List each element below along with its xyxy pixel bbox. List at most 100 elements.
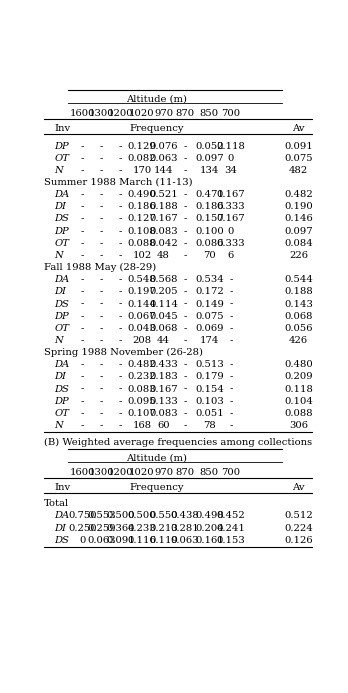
Text: 0.084: 0.084 — [284, 239, 313, 248]
Text: 1300: 1300 — [89, 109, 114, 119]
Text: 0.186: 0.186 — [195, 202, 224, 211]
Text: -: - — [183, 288, 187, 297]
Text: DI: DI — [54, 288, 66, 297]
Text: -: - — [119, 190, 122, 199]
Text: -: - — [119, 336, 122, 345]
Text: DS: DS — [54, 299, 69, 308]
Text: 482: 482 — [289, 166, 308, 175]
Text: DS: DS — [54, 214, 69, 223]
Text: -: - — [183, 336, 187, 345]
Text: 0.167: 0.167 — [216, 190, 245, 199]
Text: -: - — [100, 154, 103, 163]
Text: -: - — [100, 397, 103, 406]
Text: 70: 70 — [203, 251, 216, 260]
Text: -: - — [183, 372, 187, 381]
Text: OT: OT — [54, 324, 69, 333]
Text: 0.075: 0.075 — [195, 312, 224, 321]
Text: -: - — [229, 421, 232, 430]
Text: -: - — [183, 385, 187, 394]
Text: Av: Av — [292, 483, 304, 492]
Text: Frequency: Frequency — [129, 124, 184, 133]
Text: Inv: Inv — [54, 483, 70, 492]
Text: 700: 700 — [221, 468, 240, 477]
Text: -: - — [119, 324, 122, 333]
Text: Inv: Inv — [54, 124, 70, 133]
Text: 0.224: 0.224 — [284, 524, 313, 533]
Text: -: - — [81, 336, 84, 345]
Text: -: - — [81, 275, 84, 284]
Text: 0: 0 — [228, 154, 234, 163]
Text: 0.512: 0.512 — [284, 511, 313, 520]
Text: 1020: 1020 — [129, 109, 155, 119]
Text: 870: 870 — [175, 109, 195, 119]
Text: -: - — [183, 421, 187, 430]
Text: 0.521: 0.521 — [149, 190, 178, 199]
Text: -: - — [100, 299, 103, 308]
Text: 0.232: 0.232 — [128, 372, 156, 381]
Text: 0.083: 0.083 — [149, 227, 178, 236]
Text: 208: 208 — [132, 336, 151, 345]
Text: 0.063: 0.063 — [171, 536, 199, 545]
Text: 0.143: 0.143 — [284, 299, 313, 308]
Text: 0.082: 0.082 — [128, 154, 156, 163]
Text: -: - — [119, 166, 122, 175]
Text: -: - — [183, 275, 187, 284]
Text: -: - — [229, 372, 232, 381]
Text: -: - — [183, 324, 187, 333]
Text: -: - — [100, 275, 103, 284]
Text: 0.118: 0.118 — [216, 141, 245, 150]
Text: DA: DA — [54, 275, 70, 284]
Text: 134: 134 — [200, 166, 219, 175]
Text: 1300: 1300 — [89, 468, 114, 477]
Text: -: - — [183, 299, 187, 308]
Text: DS: DS — [54, 385, 69, 394]
Text: OT: OT — [54, 239, 69, 248]
Text: -: - — [81, 214, 84, 223]
Text: Spring 1988 November (26-28): Spring 1988 November (26-28) — [44, 348, 203, 357]
Text: 0.126: 0.126 — [284, 536, 313, 545]
Text: -: - — [119, 214, 122, 223]
Text: -: - — [81, 239, 84, 248]
Text: -: - — [119, 312, 122, 321]
Text: -: - — [119, 227, 122, 236]
Text: 0.188: 0.188 — [149, 202, 178, 211]
Text: Altitude (m): Altitude (m) — [126, 454, 187, 463]
Text: 0.097: 0.097 — [284, 227, 313, 236]
Text: 0.067: 0.067 — [128, 312, 156, 321]
Text: -: - — [100, 214, 103, 223]
Text: 306: 306 — [289, 421, 308, 430]
Text: -: - — [81, 372, 84, 381]
Text: 6: 6 — [228, 251, 234, 260]
Text: 0.179: 0.179 — [195, 372, 224, 381]
Text: 0.043: 0.043 — [128, 324, 156, 333]
Text: -: - — [100, 202, 103, 211]
Text: -: - — [119, 385, 122, 394]
Text: N: N — [54, 421, 63, 430]
Text: 850: 850 — [200, 468, 219, 477]
Text: 0.129: 0.129 — [128, 141, 156, 150]
Text: DP: DP — [54, 227, 69, 236]
Text: 0.075: 0.075 — [284, 154, 313, 163]
Text: 0.104: 0.104 — [284, 397, 313, 406]
Text: -: - — [183, 312, 187, 321]
Text: 0.144: 0.144 — [127, 299, 157, 308]
Text: -: - — [119, 397, 122, 406]
Text: 44: 44 — [157, 336, 170, 345]
Text: 1600: 1600 — [70, 468, 95, 477]
Text: 0.471: 0.471 — [195, 190, 224, 199]
Text: 0.042: 0.042 — [149, 239, 178, 248]
Text: 0.149: 0.149 — [195, 299, 224, 308]
Text: 0.548: 0.548 — [128, 275, 156, 284]
Text: 0.161: 0.161 — [195, 536, 224, 545]
Text: -: - — [100, 251, 103, 260]
Text: -: - — [81, 202, 84, 211]
Text: 0.241: 0.241 — [216, 524, 245, 533]
Text: 48: 48 — [157, 251, 170, 260]
Text: OT: OT — [54, 154, 69, 163]
Text: 0.553: 0.553 — [87, 511, 116, 520]
Text: DA: DA — [54, 360, 70, 369]
Text: -: - — [229, 275, 232, 284]
Text: 168: 168 — [132, 421, 151, 430]
Text: N: N — [54, 336, 63, 345]
Text: DP: DP — [54, 312, 69, 321]
